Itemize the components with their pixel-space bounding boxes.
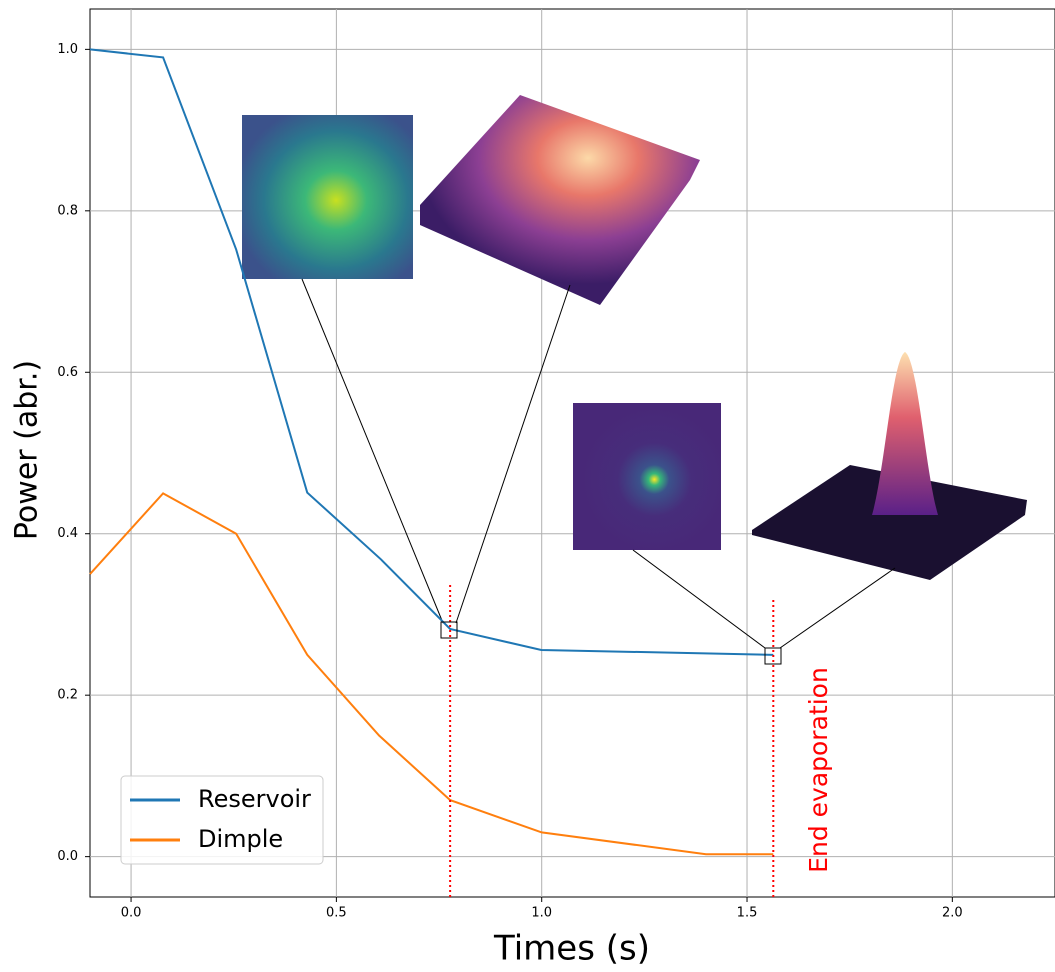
zoom-box bbox=[764, 647, 782, 665]
line bbox=[89, 48, 774, 656]
inset-surface bbox=[752, 465, 1027, 580]
line bbox=[89, 492, 774, 856]
y-axis-label: Power (abr.) bbox=[10, 360, 45, 540]
inset-image bbox=[242, 115, 413, 279]
inset-surface bbox=[420, 95, 700, 305]
connector bbox=[632, 549, 766, 649]
x-tick-label: 0.5 bbox=[326, 906, 347, 921]
legend-label: Reservoir bbox=[198, 785, 311, 813]
y-tick-label: 0.6 bbox=[57, 365, 78, 380]
connector bbox=[301, 278, 444, 624]
inset-image bbox=[573, 403, 721, 550]
legend-box bbox=[120, 775, 324, 865]
plot-frame bbox=[89, 8, 1055, 898]
legend-label: Dimple bbox=[198, 825, 283, 853]
inset-peak bbox=[872, 352, 938, 515]
x-axis-label: Times (s) bbox=[493, 929, 650, 969]
x-tick-label: 1.0 bbox=[531, 906, 552, 921]
x-tick-label: 1.5 bbox=[737, 906, 758, 921]
y-tick-label: 0.4 bbox=[57, 526, 78, 541]
y-tick-label: 0.2 bbox=[57, 688, 78, 703]
annotation: End evaporation bbox=[804, 667, 833, 873]
x-tick-label: 2.0 bbox=[942, 906, 963, 921]
zoom-box bbox=[440, 621, 458, 639]
insets bbox=[242, 95, 1027, 649]
connector bbox=[779, 567, 896, 649]
y-tick-label: 1.0 bbox=[57, 42, 78, 57]
legend: Reservoir Dimple bbox=[120, 775, 324, 865]
x-tick-label: 0.0 bbox=[121, 906, 142, 921]
y-tick-label: 0.0 bbox=[57, 849, 78, 864]
connector bbox=[455, 284, 571, 624]
y-tick-label: 0.8 bbox=[57, 203, 78, 218]
